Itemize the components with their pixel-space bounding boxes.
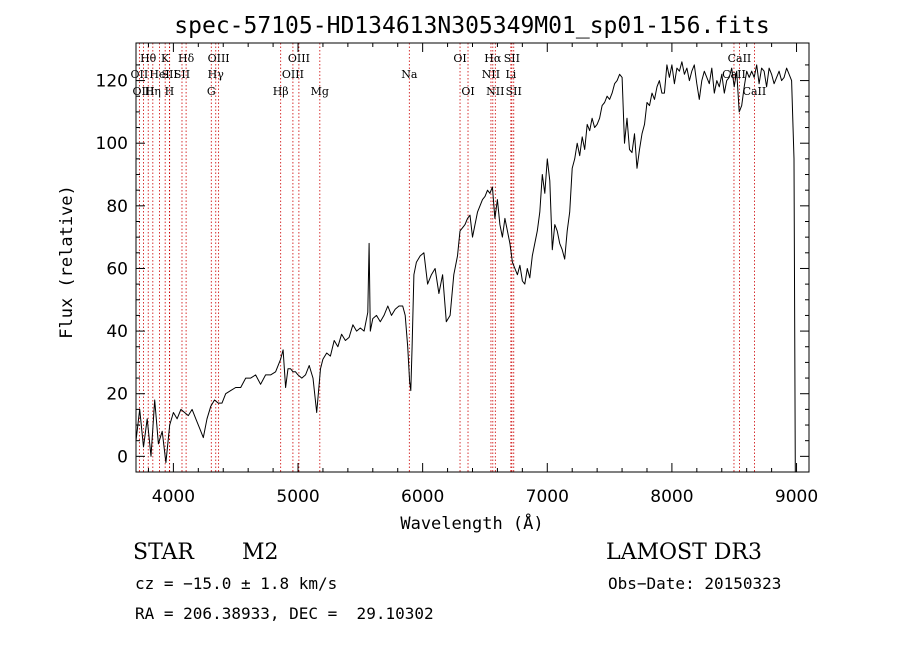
spectral-subclass: M2 (242, 540, 279, 565)
y-tick-label-3: 60 (106, 259, 128, 279)
x-tick-label-0: 4000 (152, 487, 195, 507)
line-marker-label-12: G (207, 85, 216, 98)
line-marker-label-11: Hγ (208, 68, 225, 81)
y-tick-label-0: 0 (117, 447, 128, 467)
line-marker-label-27: CaII (722, 68, 746, 81)
line-marker-label-21: SII (504, 52, 520, 65)
plot-frame (135, 42, 810, 473)
line-marker-label-25: SII (506, 85, 522, 98)
line-marker-label-6: SII (162, 68, 178, 81)
x-tick-label-4: 8000 (650, 487, 693, 507)
x-tick-label-1: 5000 (276, 487, 319, 507)
line-marker-label-28: CaII (743, 85, 767, 98)
survey-label: LAMOST DR3 (606, 540, 762, 565)
y-axis-label: Flux (relative) (57, 185, 77, 339)
coordinates: RA = 206.38933, DEC = 29.10302 (135, 604, 434, 623)
x-tick-label-5: 9000 (775, 487, 818, 507)
y-tick-label-5: 100 (96, 134, 128, 154)
line-marker-label-13: OIII (288, 52, 310, 65)
line-marker-label-15: Hβ (273, 85, 289, 98)
line-marker-label-17: Na (401, 68, 418, 81)
redshift-velocity: cz = −15.0 ± 1.8 km/s (135, 574, 338, 593)
observation-date: Obs−Date: 20150323 (608, 574, 782, 593)
line-marker-label-24: NII (486, 85, 504, 98)
line-marker-label-9: SII (174, 68, 190, 81)
line-marker-label-16: Mg (311, 85, 329, 98)
line-marker-label-14: OIII (282, 68, 304, 81)
line-marker-label-0: Hθ (140, 52, 157, 65)
spectrum-line (135, 61, 796, 473)
axis-ticks (136, 43, 809, 472)
line-marker-label-7: H (165, 85, 175, 98)
line-marker-label-23: Li (505, 68, 516, 81)
y-tick-label-4: 80 (106, 197, 128, 217)
line-marker-label-5: K (161, 52, 170, 65)
axis-tick-labels: 4000 5000 6000 7000 8000 9000 0 20 40 60 80 100 120 (96, 72, 819, 507)
line-marker-label-10: OIII (208, 52, 230, 65)
y-tick-label-1: 20 (106, 385, 128, 405)
line-marker-label-18: OI (453, 52, 466, 65)
y-tick-label-2: 40 (106, 322, 128, 342)
line-marker-label-26: CaII (728, 52, 752, 65)
x-tick-label-2: 6000 (401, 487, 444, 507)
y-tick-label-6: 120 (96, 72, 128, 92)
x-axis-label: Wavelength (Å) (400, 512, 543, 534)
object-type: STAR (133, 540, 194, 565)
line-marker-label-4: HeI (149, 68, 169, 81)
line-marker-label-19: OI (461, 85, 474, 98)
line-marker-label-3: Hη (145, 85, 161, 98)
spectral-line-markers (138, 43, 755, 472)
spectral-line-labels: HθOIIOIIIHηHeIKSIIHHδSIIOIIIHγGOIIIOIIIH… (131, 52, 767, 98)
line-marker-label-1: OII (131, 68, 149, 81)
line-marker-label-2: OIII (132, 85, 154, 98)
chart-title: spec-57105-HD134613N305349M01_sp01-156.f… (174, 13, 769, 39)
line-marker-label-20: Hα (484, 52, 502, 65)
x-tick-label-3: 7000 (526, 487, 569, 507)
line-marker-label-8: Hδ (178, 52, 195, 65)
line-marker-label-22: NII (482, 68, 500, 81)
